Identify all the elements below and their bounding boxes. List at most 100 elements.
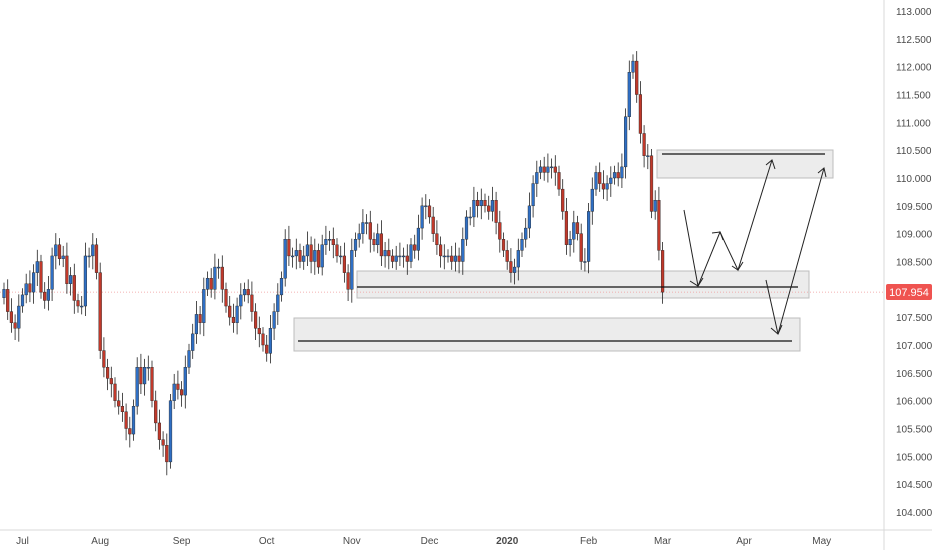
candle-body	[220, 266, 224, 290]
candle-body	[568, 239, 572, 246]
zone-middle	[356, 270, 810, 299]
candle-body	[453, 255, 457, 262]
x-tick-label: Nov	[343, 536, 361, 547]
candle-body	[564, 211, 568, 245]
candle-body	[291, 255, 295, 258]
candle-body	[538, 166, 543, 173]
y-tick-label: 109.000	[896, 230, 932, 241]
candle-body	[139, 367, 143, 385]
candle-body	[457, 255, 461, 262]
candle-body	[9, 311, 13, 323]
candle-body	[394, 255, 398, 262]
candle-body	[490, 200, 494, 212]
candle-body	[61, 255, 65, 259]
candle-body	[642, 133, 646, 156]
zone-bottom	[293, 317, 801, 352]
candle-body	[379, 233, 383, 257]
candle-body	[427, 205, 432, 218]
candle-body	[505, 250, 509, 262]
candle-body	[154, 400, 158, 424]
candle-body	[612, 172, 617, 179]
candle-body	[102, 350, 106, 368]
candle-body	[616, 172, 620, 179]
candle-body	[216, 266, 221, 269]
x-tick-label: Dec	[421, 536, 439, 547]
candle-body	[365, 222, 369, 224]
candle-body	[535, 172, 539, 184]
candle-body	[524, 227, 528, 240]
candle-body	[624, 116, 628, 168]
candle-body	[32, 272, 36, 293]
candle-body	[638, 94, 642, 134]
candle-body	[649, 155, 654, 212]
x-tick-labels: Jul Aug Sep Oct Nov Dec 2020 Feb Mar Apr May	[16, 536, 831, 547]
candle-body	[546, 166, 550, 173]
candle-body	[587, 211, 591, 262]
y-tick-label: 112.000	[896, 63, 932, 74]
candle-body	[416, 227, 420, 251]
candle-body	[342, 255, 346, 273]
candle-body	[479, 200, 483, 207]
last-price-text: 107.954	[889, 287, 929, 299]
candle-body	[520, 239, 524, 251]
candle-body	[161, 439, 165, 446]
candle-body	[283, 239, 287, 279]
candle-body	[246, 289, 250, 296]
projection-path-a	[683, 159, 773, 288]
candle-body	[483, 200, 487, 207]
candle-body	[335, 244, 339, 257]
candle-body	[54, 244, 58, 257]
candle-body	[494, 200, 498, 223]
candle-body	[191, 333, 195, 351]
last-price-badge	[886, 284, 932, 300]
candle-body	[579, 233, 583, 262]
candle-body	[224, 289, 228, 307]
arrow-head-3	[731, 261, 744, 271]
y-tick-label: 113.000	[896, 7, 932, 18]
candle-body	[242, 289, 247, 296]
candle-body	[324, 239, 328, 246]
candle-body	[516, 250, 520, 268]
y-tick-label: 110.000	[896, 174, 932, 185]
candle-body	[68, 275, 73, 284]
candle-body	[165, 445, 169, 463]
candle-body	[2, 289, 6, 298]
candle-body	[594, 172, 598, 190]
candle-body	[305, 244, 309, 257]
candle-body	[46, 289, 50, 301]
candle-body	[402, 255, 406, 258]
last-price-label: 107.954	[886, 284, 932, 300]
projection-path-b	[765, 167, 825, 335]
y-tick-labels: 113.000 112.500 112.000 111.500 111.000 110.5…	[896, 7, 932, 519]
candles-layer	[2, 51, 665, 476]
candle-body	[150, 367, 154, 401]
candle-body	[361, 222, 365, 234]
y-tick-label: 104.500	[896, 480, 932, 491]
candle-body	[487, 205, 491, 212]
candle-body	[194, 314, 198, 335]
candle-body	[128, 428, 132, 435]
candle-body	[142, 367, 147, 385]
arrow-head-6	[817, 167, 827, 178]
y-tick-label: 110.500	[896, 146, 932, 157]
candle-body	[309, 244, 313, 262]
x-tick-label: May	[812, 536, 831, 547]
arrow-head-5	[770, 324, 783, 335]
candle-body	[320, 244, 324, 268]
y-tick-label: 107.000	[896, 341, 932, 352]
candle-body	[598, 172, 602, 184]
candle-body	[213, 266, 217, 290]
candle-body	[353, 239, 358, 251]
candle-body	[13, 322, 17, 329]
levels-layer	[298, 153, 825, 342]
candle-body	[65, 255, 69, 284]
candle-body	[409, 244, 413, 262]
candle-body	[6, 289, 10, 312]
candle-body	[390, 255, 395, 262]
candle-body	[431, 216, 435, 234]
candle-body	[339, 255, 343, 258]
candle-body	[383, 250, 387, 257]
